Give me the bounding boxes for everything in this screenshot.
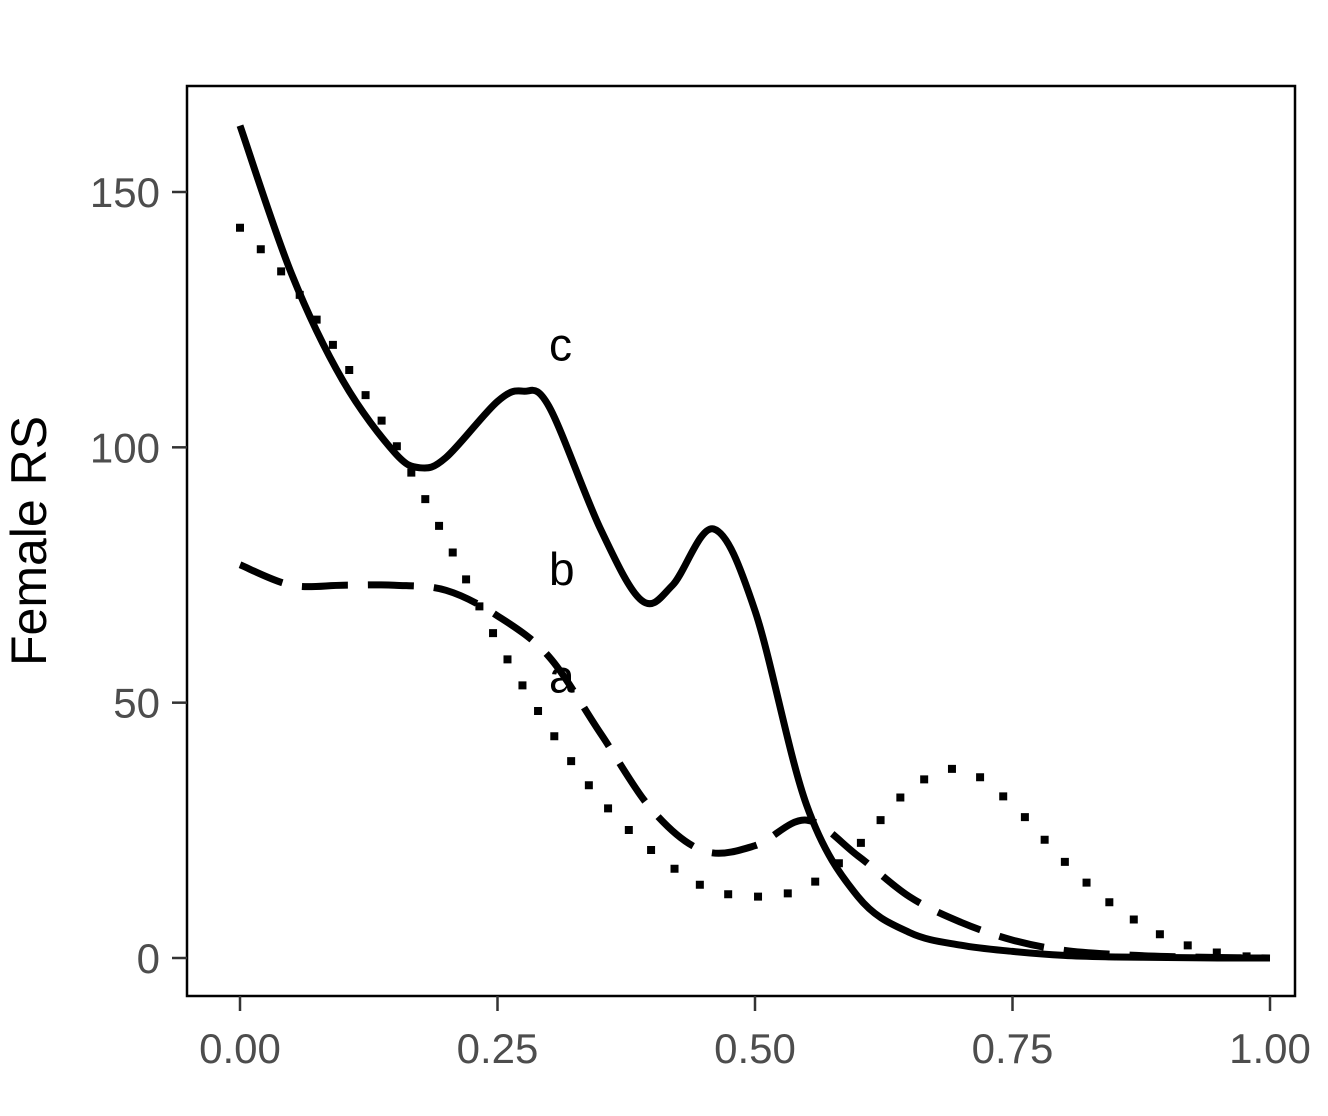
y-tick-label: 0 <box>137 935 160 982</box>
y-tick-label: 150 <box>90 169 160 216</box>
curve-label-b: b <box>549 543 575 595</box>
x-tick-label: 1.00 <box>1229 1025 1311 1072</box>
x-axis: 0.00 0.25 0.50 0.75 1.00 <box>199 996 1311 1072</box>
x-tick-label: 0.25 <box>457 1025 539 1072</box>
curve-label-c: c <box>549 319 572 371</box>
y-tick-label: 50 <box>113 680 160 727</box>
series-layer <box>234 124 1275 963</box>
x-tick-label: 0.00 <box>199 1025 281 1072</box>
plot-panel-border <box>185 84 1297 998</box>
curve-label-layer: a b c <box>549 319 575 703</box>
curve-label-a: a <box>549 650 575 702</box>
y-axis-title: Female RS <box>1 416 57 666</box>
y-tick-label: 100 <box>90 424 160 471</box>
x-tick-label: 0.75 <box>972 1025 1054 1072</box>
x-tick-label: 0.50 <box>714 1025 796 1072</box>
series-line-c <box>236 124 1271 962</box>
y-axis: 0 50 100 150 <box>90 169 187 982</box>
